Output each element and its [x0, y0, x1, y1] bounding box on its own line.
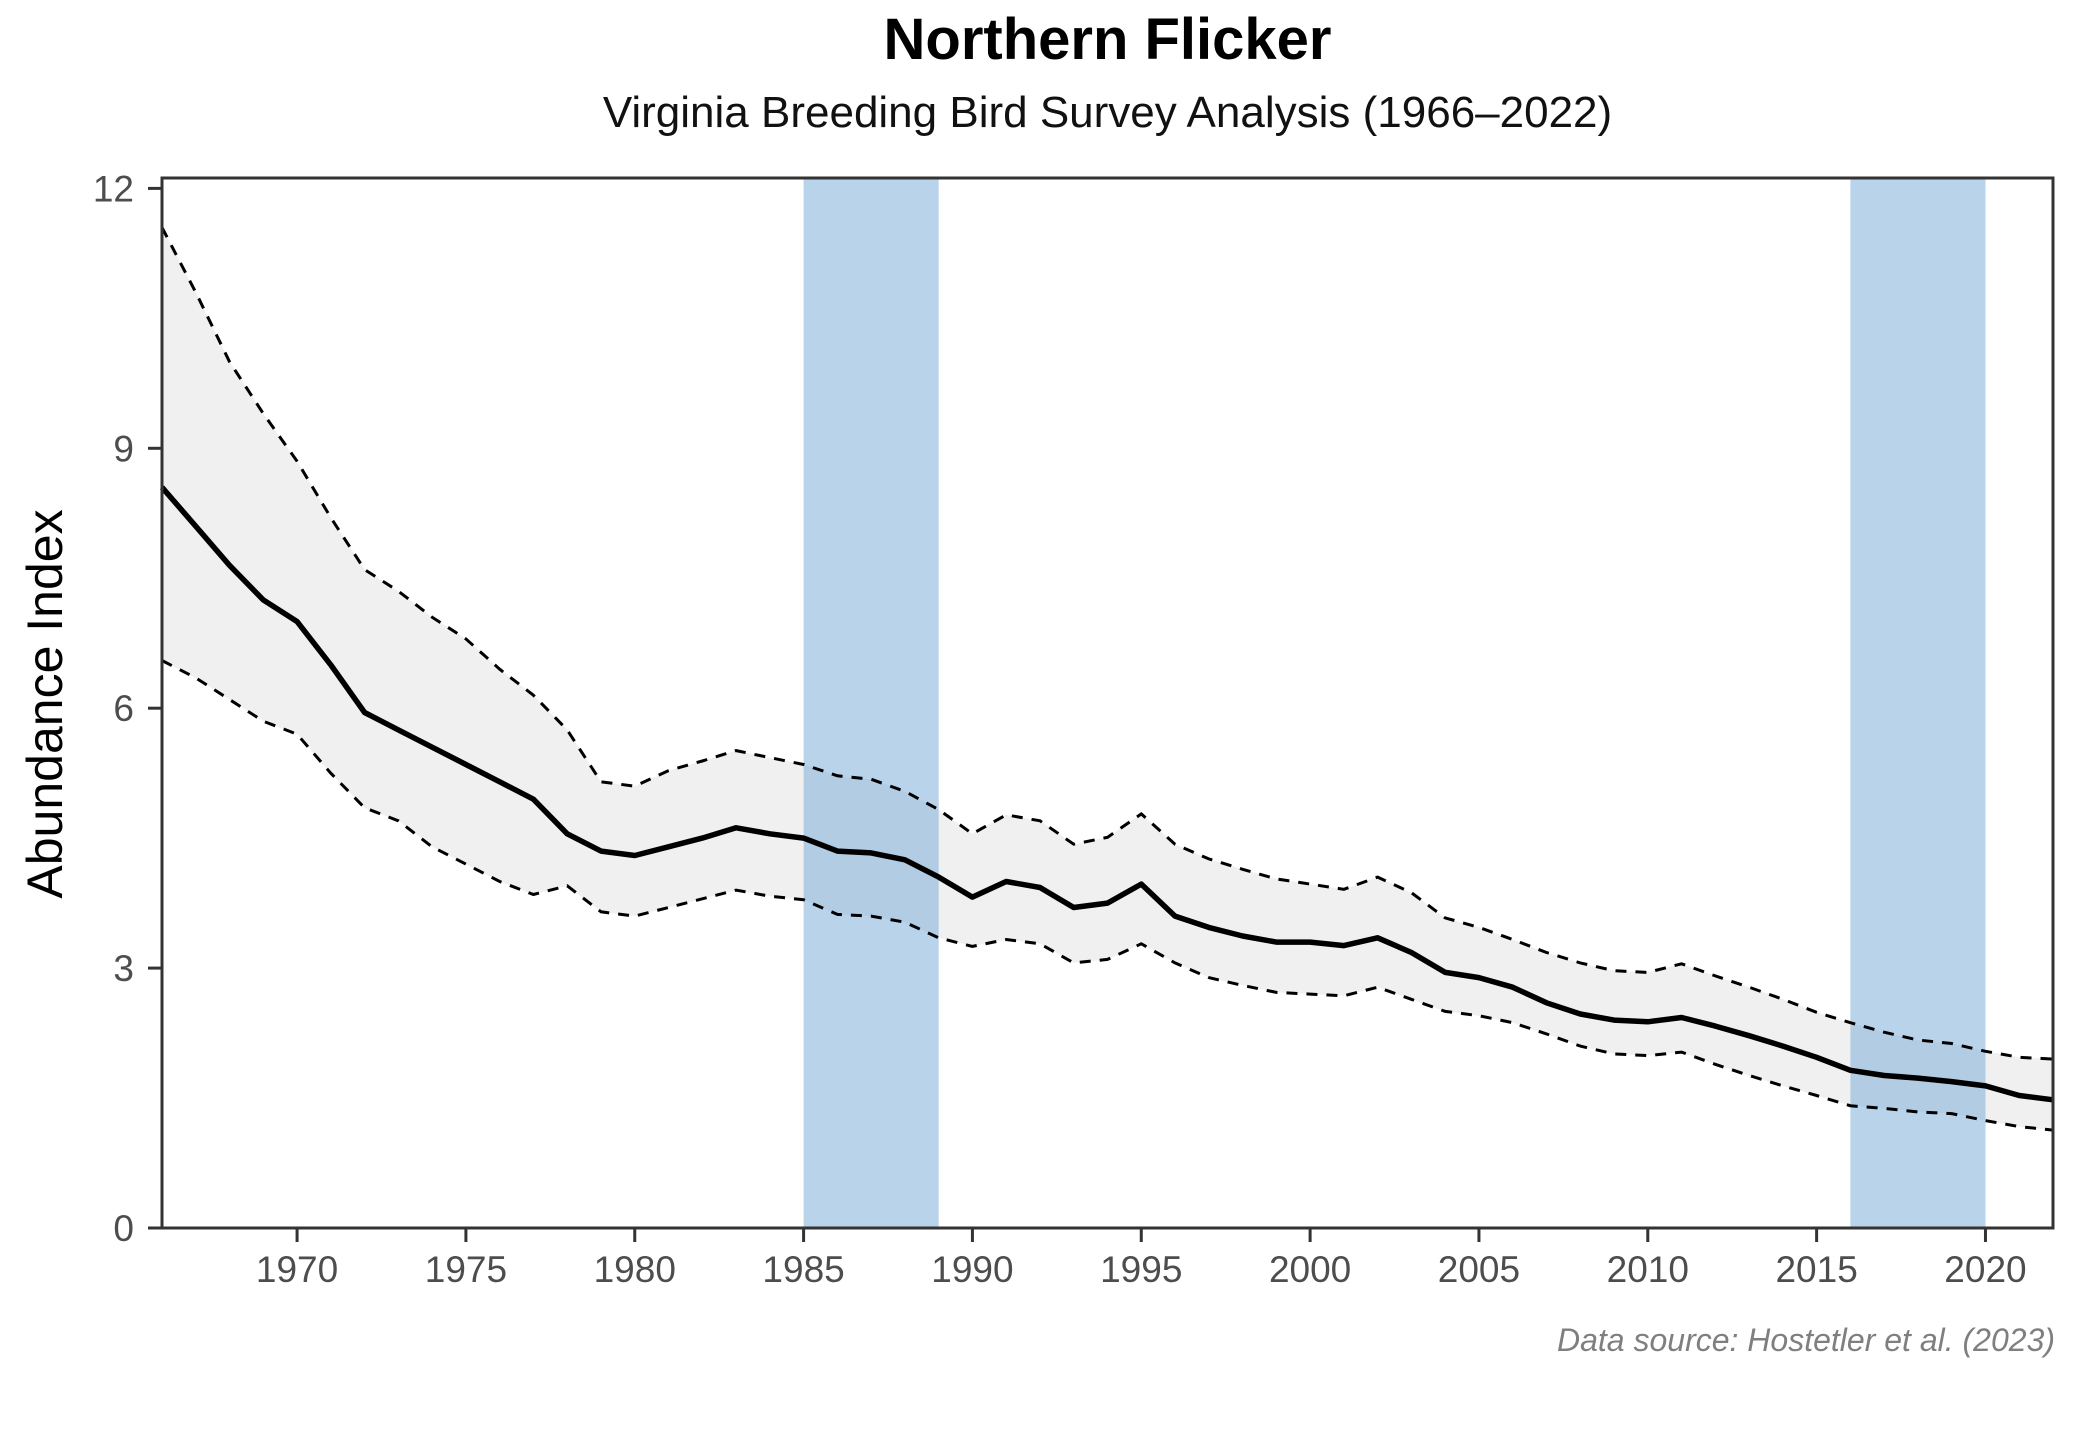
ci-lower-line	[161, 659, 2054, 1132]
trend-line	[159, 485, 2054, 1103]
chart-subtitle: Virginia Breeding Bird Survey Analysis (…	[602, 88, 1613, 137]
x-tick-label: 2005	[1438, 1249, 1520, 1290]
x-tick-label: 2000	[1269, 1249, 1351, 1290]
chart-title: Northern Flicker	[883, 7, 1332, 72]
confidence-ribbon	[162, 227, 2053, 1131]
y-tick-label: 12	[93, 168, 134, 209]
y-tick-label: 9	[113, 428, 134, 469]
x-tick-label: 1990	[931, 1249, 1013, 1290]
x-tick-label: 1970	[256, 1249, 338, 1290]
x-tick-label: 2010	[1607, 1249, 1689, 1290]
x-tick-label: 1995	[1100, 1249, 1182, 1290]
x-tick-label: 2015	[1775, 1249, 1857, 1290]
y-axis-title: Abundance Index	[17, 509, 73, 899]
x-tick-label: 2020	[1944, 1249, 2026, 1290]
chart-caption: Data source: Hostetler et al. (2023)	[1556, 1322, 2055, 1358]
panel-border	[160, 176, 2055, 1230]
x-tick-label: 1985	[762, 1249, 844, 1290]
y-tick-label: 3	[113, 948, 134, 989]
ci-upper-line	[160, 226, 2054, 1061]
x-tick-label: 1975	[425, 1249, 507, 1290]
y-tick-label: 6	[113, 688, 134, 729]
x-tick-label: 1980	[594, 1249, 676, 1290]
y-tick-label: 0	[113, 1208, 134, 1249]
highlight-band-2	[1850, 178, 1986, 1228]
highlight-band-1	[803, 178, 939, 1228]
